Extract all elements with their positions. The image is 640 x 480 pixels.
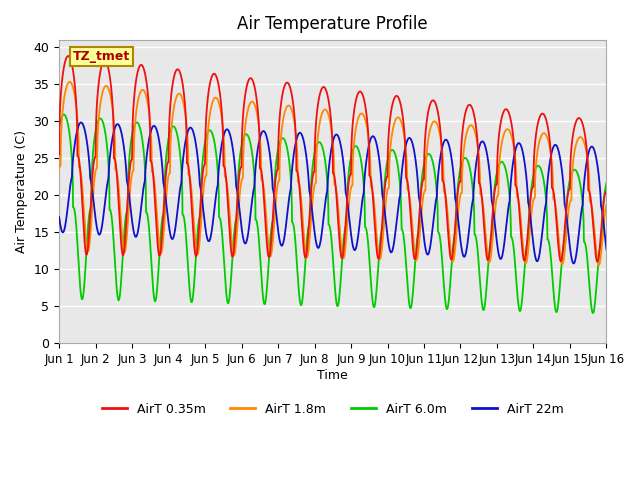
X-axis label: Time: Time xyxy=(317,369,348,382)
Text: TZ_tmet: TZ_tmet xyxy=(73,50,130,63)
Title: Air Temperature Profile: Air Temperature Profile xyxy=(237,15,428,33)
Legend: AirT 0.35m, AirT 1.8m, AirT 6.0m, AirT 22m: AirT 0.35m, AirT 1.8m, AirT 6.0m, AirT 2… xyxy=(97,398,569,421)
Y-axis label: Air Temperature (C): Air Temperature (C) xyxy=(15,130,28,253)
